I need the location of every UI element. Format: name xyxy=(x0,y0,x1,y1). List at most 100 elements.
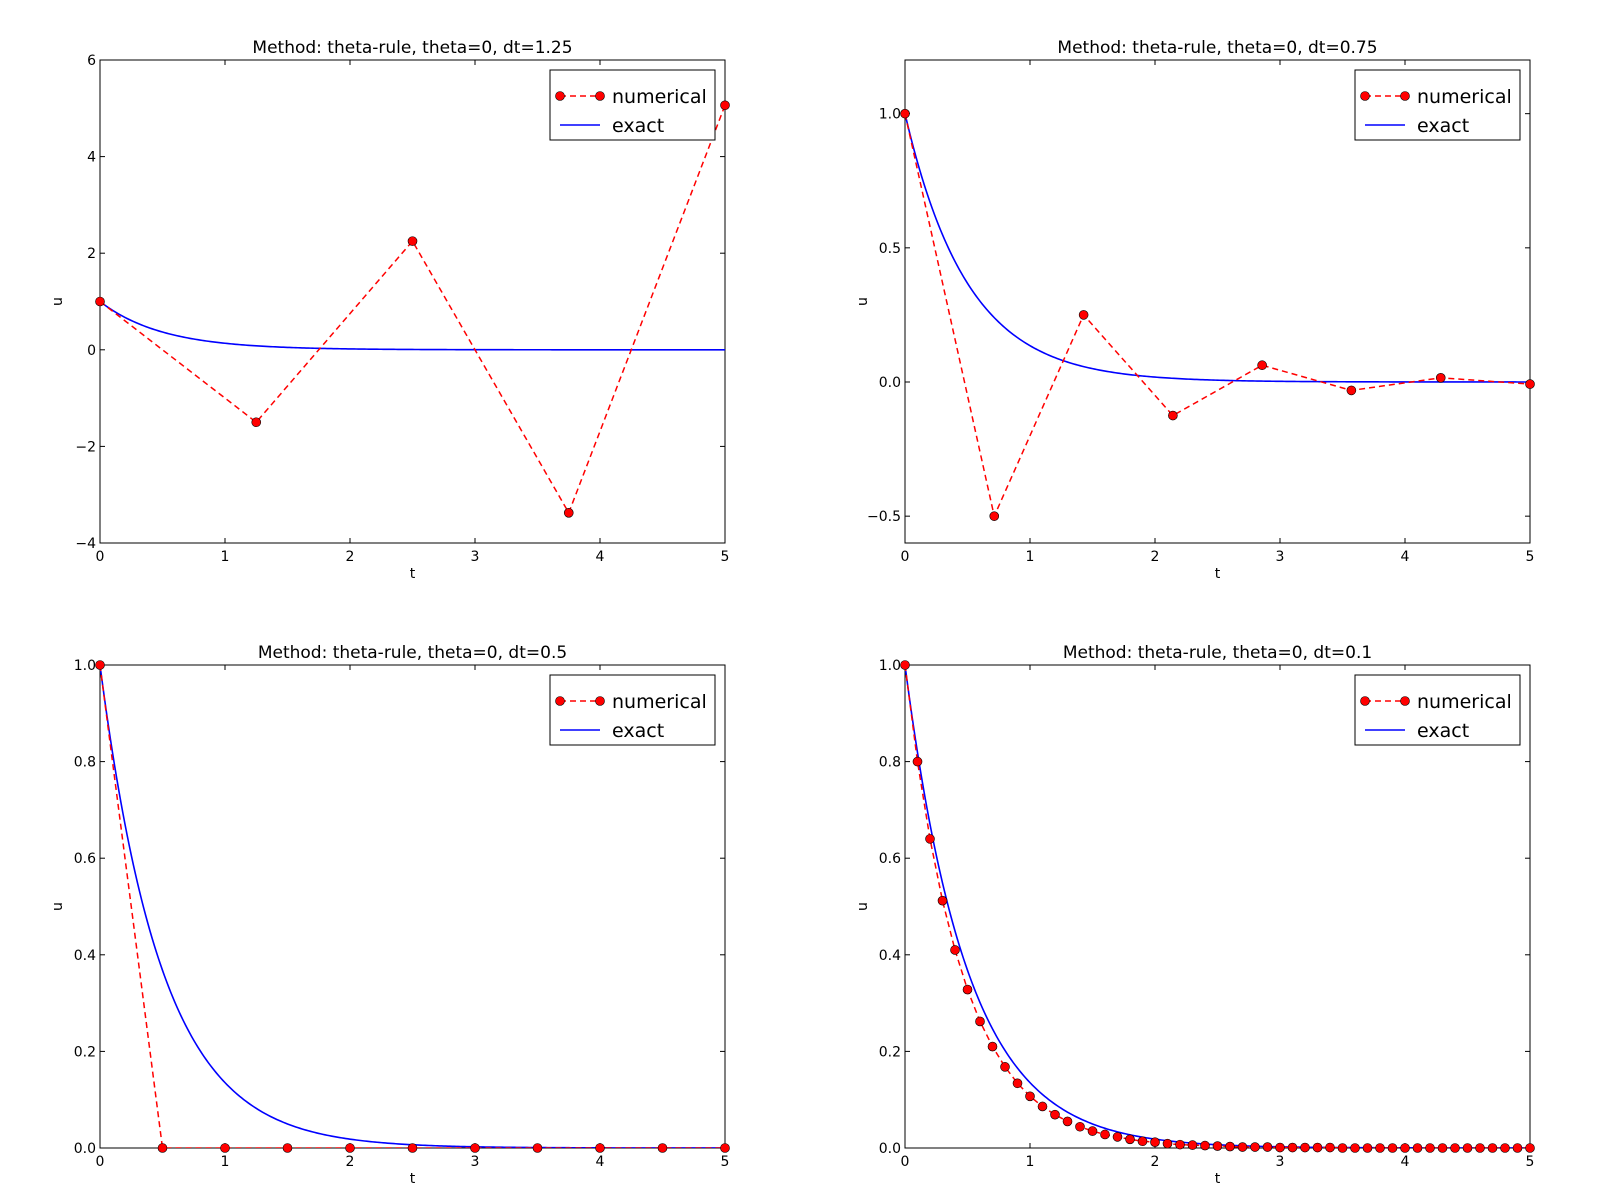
data-point-numerical xyxy=(989,511,1000,521)
y-tick-label: 0.4 xyxy=(74,948,96,964)
data-point-numerical xyxy=(900,660,910,670)
y-tick-label: 0.8 xyxy=(74,755,96,771)
data-point-numerical xyxy=(95,296,105,307)
legend-label-numerical: numerical xyxy=(612,86,707,108)
x-axis-label: t xyxy=(410,1171,416,1187)
y-tick-label: 0.4 xyxy=(879,948,901,964)
data-point-numerical xyxy=(987,1041,998,1052)
data-point-numerical xyxy=(925,834,935,844)
data-point-numerical xyxy=(1437,1143,1448,1153)
y-tick-label: 0.6 xyxy=(74,851,96,867)
legend-label-numerical: numerical xyxy=(1417,691,1512,713)
y-axis-label: u xyxy=(50,297,66,306)
x-axis-label: t xyxy=(1215,566,1221,582)
series-line-numerical xyxy=(100,105,725,515)
x-tick-label: 3 xyxy=(1276,1154,1285,1170)
legend-label-exact: exact xyxy=(612,720,664,742)
y-tick-label: −4 xyxy=(75,536,96,552)
data-point-numerical xyxy=(1187,1140,1198,1150)
x-tick-label: 1 xyxy=(1026,549,1035,565)
data-point-numerical xyxy=(1487,1143,1498,1153)
data-point-numerical xyxy=(1000,1062,1010,1072)
data-point-numerical xyxy=(407,236,418,246)
series-line-exact xyxy=(100,300,725,351)
data-point-numerical xyxy=(95,660,105,670)
data-point-numerical xyxy=(1112,1132,1123,1142)
y-tick-label: 0.2 xyxy=(74,1044,96,1060)
data-point-numerical xyxy=(1200,1140,1210,1151)
data-point-numerical xyxy=(657,1143,668,1153)
y-tick-label: 0.5 xyxy=(879,241,901,257)
data-point-numerical xyxy=(1100,1129,1110,1140)
data-point-numerical xyxy=(1350,1143,1360,1153)
chart-panel-1: Method: theta-rule, theta=0, dt=1.25 0 1 2 3… xyxy=(50,38,730,582)
y-tick-label: 0.2 xyxy=(879,1044,901,1060)
chart-panel-2: Method: theta-rule, theta=0, dt=0.75 0 1 2 3… xyxy=(855,38,1535,582)
x-axis-label: t xyxy=(1215,1171,1221,1187)
x-tick-label: 3 xyxy=(1276,549,1285,565)
data-point-numerical xyxy=(1312,1142,1323,1153)
legend-marker-numerical xyxy=(1400,91,1410,101)
data-point-numerical xyxy=(1412,1143,1423,1153)
legend-marker-numerical xyxy=(1360,91,1370,101)
data-point-numerical xyxy=(1525,379,1535,389)
data-point-numerical xyxy=(470,1143,480,1153)
data-point-numerical xyxy=(1087,1126,1098,1136)
x-tick-label: 2 xyxy=(346,549,355,565)
data-point-numerical xyxy=(1078,310,1089,320)
x-tick-label: 1 xyxy=(221,1154,230,1170)
x-tick-label: 4 xyxy=(1401,549,1410,565)
data-point-numerical xyxy=(1275,1142,1285,1153)
data-point-numerical xyxy=(1462,1143,1473,1153)
y-tick-label: 0.6 xyxy=(879,851,901,867)
y-axis-label: u xyxy=(855,297,871,306)
data-point-numerical xyxy=(1300,1142,1310,1153)
y-tick-label: −0.5 xyxy=(867,509,901,525)
x-tick-label: 4 xyxy=(1401,1154,1410,1170)
legend-box xyxy=(549,674,716,746)
legend-marker-numerical xyxy=(595,696,605,706)
data-point-numerical xyxy=(1387,1143,1398,1153)
data-point-numerical xyxy=(975,1016,985,1027)
data-point-numerical xyxy=(912,756,923,767)
legend-label-numerical: numerical xyxy=(1417,86,1512,108)
data-point-numerical xyxy=(937,895,948,906)
x-tick-label: 3 xyxy=(471,1154,480,1170)
y-tick-label: 6 xyxy=(87,53,96,69)
legend-box xyxy=(1354,674,1521,746)
data-point-numerical xyxy=(1425,1143,1435,1153)
y-tick-label: 1.0 xyxy=(74,658,96,674)
data-point-numerical xyxy=(1400,1143,1410,1153)
x-tick-label: 5 xyxy=(721,1154,730,1170)
y-tick-label: 0.0 xyxy=(74,1141,96,1157)
data-point-numerical xyxy=(1150,1137,1160,1148)
data-point-numerical xyxy=(1075,1121,1085,1132)
legend-marker-numerical xyxy=(595,91,605,101)
data-point-numerical xyxy=(345,1143,355,1153)
legend-marker-numerical xyxy=(1360,696,1370,706)
data-point-numerical xyxy=(532,1143,543,1153)
data-point-numerical xyxy=(1257,360,1267,371)
x-tick-label: 3 xyxy=(471,549,480,565)
data-point-numerical xyxy=(1346,385,1357,396)
x-tick-label: 0 xyxy=(901,549,910,565)
y-axis-label: u xyxy=(50,902,66,911)
data-point-numerical xyxy=(1175,1139,1185,1150)
x-tick-label: 4 xyxy=(596,549,605,565)
x-tick-label: 5 xyxy=(721,549,730,565)
data-point-numerical xyxy=(1250,1142,1260,1152)
legend-box xyxy=(1354,69,1521,141)
x-tick-label: 5 xyxy=(1526,1154,1535,1170)
data-point-numerical xyxy=(1435,373,1446,383)
data-point-numerical xyxy=(1525,1143,1535,1153)
legend-label-exact: exact xyxy=(1417,720,1469,742)
plot-area xyxy=(100,105,725,515)
data-point-numerical xyxy=(1225,1141,1235,1152)
data-point-numerical xyxy=(1512,1143,1523,1153)
data-point-numerical xyxy=(962,984,973,995)
data-point-numerical xyxy=(1337,1143,1348,1153)
data-point-numerical xyxy=(1450,1143,1460,1153)
data-point-numerical xyxy=(720,1143,730,1153)
data-point-numerical xyxy=(157,1143,168,1153)
legend: numerical exact xyxy=(1354,674,1521,746)
